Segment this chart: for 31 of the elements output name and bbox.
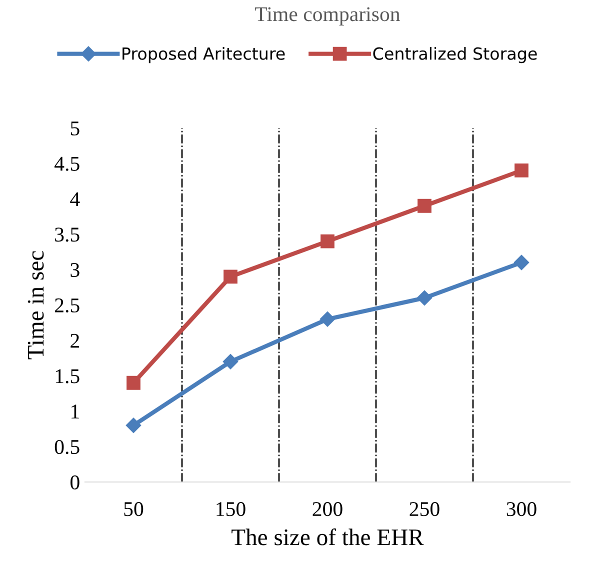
legend-label: Proposed Aritecture — [122, 47, 285, 64]
y-tick-label: 3.5 — [55, 228, 80, 242]
point — [416, 290, 432, 306]
y-tick-label: 3 — [70, 263, 80, 278]
point — [514, 164, 528, 178]
x-tick-label: 250 — [410, 502, 440, 516]
point — [224, 270, 238, 284]
point — [126, 418, 142, 433]
point — [418, 198, 432, 213]
y-tick-label: 1.5 — [56, 369, 80, 384]
point — [126, 376, 140, 390]
x-tick-label: 200 — [312, 502, 342, 516]
legend-label: Centralized Storage — [373, 47, 537, 64]
y-tick-label: 2 — [70, 334, 79, 348]
x-tick-label: 150 — [216, 502, 246, 516]
y-tick-label: 4.5 — [54, 156, 80, 171]
x-tick-label: 50 — [124, 502, 144, 516]
point — [514, 254, 530, 270]
y-tick-label: 2.5 — [55, 298, 80, 313]
x-tick-label: 300 — [506, 502, 536, 516]
point — [320, 234, 334, 248]
point — [222, 354, 238, 370]
y-tick-label: 1 — [72, 404, 79, 418]
chart-title: Time comparison — [255, 7, 400, 26]
y-tick-label: 5 — [70, 122, 80, 136]
x-axis-title: The size of the EHR — [232, 528, 424, 546]
y-tick-label: 0.5 — [54, 440, 80, 454]
y-tick-label: 4 — [70, 192, 80, 206]
y-tick-label: 0 — [70, 475, 80, 490]
point — [320, 312, 336, 327]
y-axis-title: Time in sec — [28, 251, 44, 360]
